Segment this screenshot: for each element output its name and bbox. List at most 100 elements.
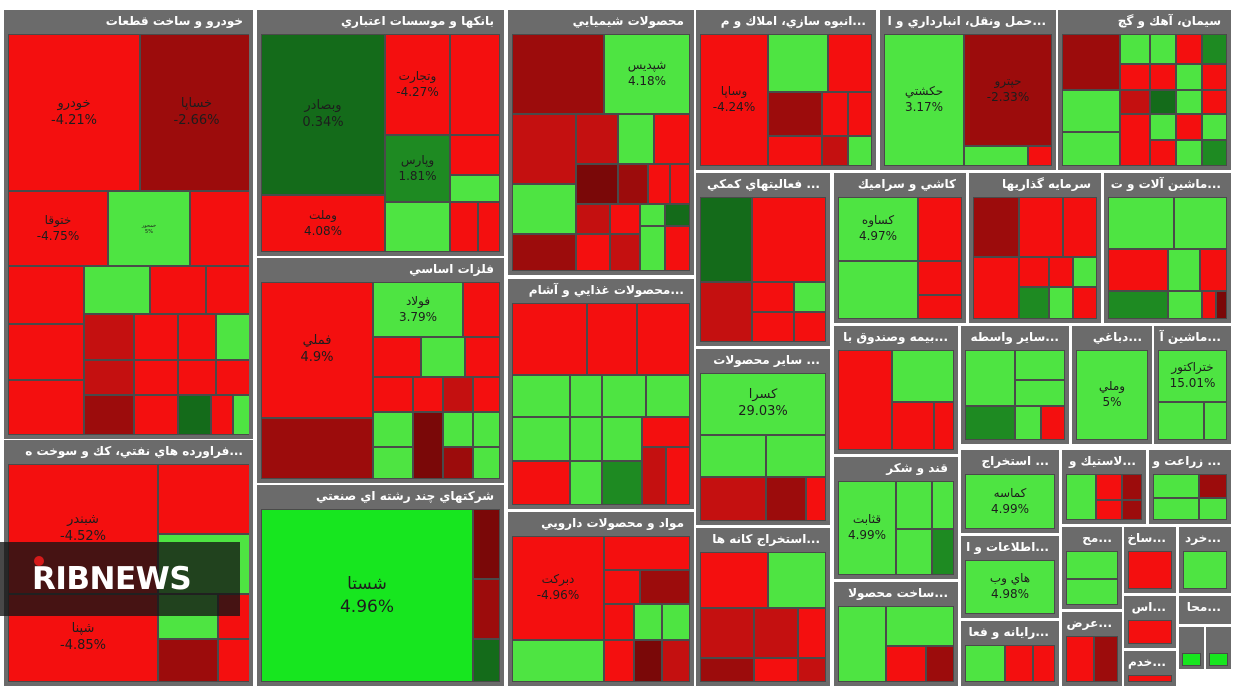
sector-support-activities[interactable]: ... فعاليتهاي كمكي	[696, 173, 830, 346]
tile[interactable]	[670, 164, 690, 204]
tile[interactable]	[178, 314, 216, 360]
tile[interactable]	[587, 303, 637, 375]
tile[interactable]	[373, 377, 413, 412]
tile[interactable]	[1176, 34, 1202, 64]
tile[interactable]	[450, 34, 500, 135]
tile[interactable]	[134, 314, 178, 360]
tile[interactable]	[1019, 257, 1049, 287]
tile[interactable]	[84, 360, 134, 395]
tile[interactable]	[1150, 140, 1176, 166]
tile-khodro[interactable]: خودرو -4.21%	[8, 34, 140, 191]
sector-leather[interactable]: ...دباغي وملي 5%	[1072, 326, 1152, 444]
tile[interactable]	[665, 226, 690, 271]
tile[interactable]	[1202, 64, 1227, 90]
tile[interactable]	[1202, 140, 1227, 166]
tile[interactable]	[932, 529, 954, 575]
tile[interactable]	[806, 477, 826, 521]
tile[interactable]	[1182, 653, 1201, 666]
tile[interactable]	[848, 92, 872, 136]
tile[interactable]	[604, 640, 634, 682]
tile[interactable]	[1216, 291, 1227, 319]
tile[interactable]	[700, 435, 766, 477]
tile[interactable]	[261, 418, 373, 479]
tile[interactable]	[1128, 620, 1172, 644]
tile[interactable]	[158, 639, 218, 682]
sector-basic-metals[interactable]: فلزات اساسي فملي 4.9% فولاد 3.79%	[257, 258, 504, 483]
tile[interactable]	[934, 402, 954, 450]
tile[interactable]	[602, 461, 642, 505]
tile[interactable]	[463, 282, 500, 337]
tile[interactable]	[662, 640, 690, 682]
tile[interactable]	[700, 608, 754, 658]
tile-vmellat[interactable]: وملت 4.08%	[261, 195, 385, 252]
tile[interactable]	[134, 395, 178, 435]
tile[interactable]	[838, 350, 892, 450]
tile-vtejarat[interactable]: وتجارت -4.27%	[385, 34, 450, 135]
tile[interactable]	[1202, 114, 1227, 140]
sector-kharid[interactable]: ...خرد	[1179, 527, 1231, 593]
tile[interactable]	[512, 34, 604, 114]
tile[interactable]	[602, 417, 642, 461]
tile-vmelli[interactable]: وملي 5%	[1076, 350, 1148, 440]
tile[interactable]	[604, 604, 634, 640]
sector-multi-industry[interactable]: شركتهاي چند رشته اي صنعتي شستا 4.96%	[257, 485, 504, 686]
tile[interactable]	[1108, 291, 1168, 319]
tile[interactable]	[848, 136, 872, 166]
sector-chemicals[interactable]: محصولات شيميايي شپديس 4.18%	[508, 10, 694, 275]
tile[interactable]	[918, 261, 962, 295]
tile[interactable]	[1063, 197, 1097, 257]
tile[interactable]	[576, 164, 618, 204]
tile[interactable]	[754, 658, 798, 682]
tile[interactable]	[216, 360, 249, 395]
tile[interactable]	[1108, 249, 1168, 291]
sector-computer[interactable]: ...رايانه و فعا	[961, 621, 1059, 686]
tile[interactable]	[700, 477, 766, 521]
tile-khtractor[interactable]: ختراكتور 15.01%	[1158, 350, 1227, 402]
sector-auto[interactable]: خودرو و ساخت قطعات خودرو -4.21% خساپا -2…	[4, 10, 253, 439]
tile[interactable]	[610, 234, 640, 271]
tile-khmahvar[interactable]: خمحور 5%	[108, 191, 190, 266]
tile[interactable]	[634, 604, 662, 640]
tile[interactable]	[828, 34, 872, 92]
tile[interactable]	[666, 447, 690, 505]
tile[interactable]	[700, 552, 768, 608]
tile-khtoga[interactable]: ختوقا -4.75%	[8, 191, 108, 266]
sector-pharma[interactable]: مواد و محصولات دارويي دبركت -4.96%	[508, 512, 694, 686]
tile-hpetro[interactable]: حپترو -2.33%	[964, 34, 1052, 146]
tile[interactable]	[1122, 500, 1142, 520]
tile[interactable]	[178, 395, 211, 435]
tile-vsapa[interactable]: وساپا -4.24%	[700, 34, 768, 166]
tile[interactable]	[700, 197, 752, 282]
tile[interactable]	[385, 202, 450, 252]
tile[interactable]	[8, 380, 84, 435]
tile[interactable]	[798, 658, 826, 682]
tile[interactable]	[1015, 406, 1041, 440]
tile[interactable]	[1120, 90, 1150, 114]
tile[interactable]	[216, 314, 249, 360]
tile[interactable]	[1128, 551, 1172, 589]
tile[interactable]	[84, 395, 134, 435]
tile[interactable]	[512, 375, 570, 417]
tile[interactable]	[473, 377, 500, 412]
tile[interactable]	[1066, 551, 1118, 579]
tile[interactable]	[1199, 498, 1227, 520]
tile[interactable]	[1153, 498, 1199, 520]
tile[interactable]	[1202, 90, 1227, 114]
tile[interactable]	[1049, 287, 1073, 319]
tile[interactable]	[576, 114, 618, 164]
tile[interactable]	[768, 136, 822, 166]
tile[interactable]	[1183, 551, 1227, 589]
tile[interactable]	[768, 34, 828, 92]
tile[interactable]	[1066, 579, 1118, 605]
tile[interactable]	[752, 197, 826, 282]
tile[interactable]	[646, 375, 690, 417]
tile[interactable]	[1066, 474, 1096, 520]
tile[interactable]	[1174, 197, 1227, 249]
tile[interactable]	[413, 377, 443, 412]
tile[interactable]	[1066, 636, 1094, 682]
tile[interactable]	[473, 509, 500, 579]
tile[interactable]	[964, 146, 1028, 166]
sector-rubber[interactable]: ...لاستيك و	[1062, 450, 1146, 524]
tile[interactable]	[1041, 406, 1065, 440]
tile[interactable]	[1150, 90, 1176, 114]
